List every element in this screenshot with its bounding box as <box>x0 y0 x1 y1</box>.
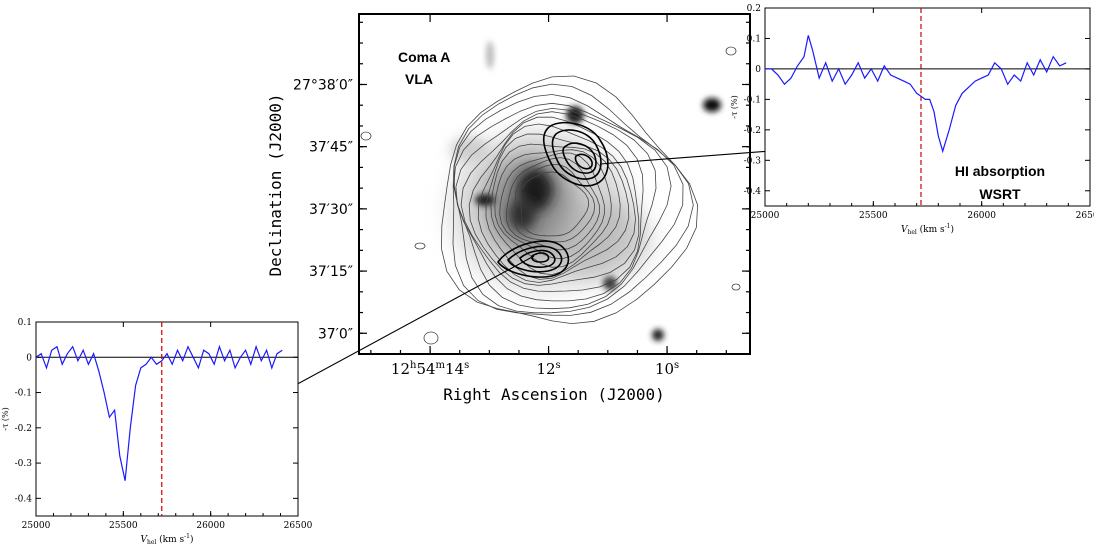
image-frame <box>358 13 751 355</box>
x-axis-label-sup: -1 <box>945 223 951 230</box>
y-tick-label: -0.3 <box>744 156 762 166</box>
wsrt-label: WSRT <box>979 186 1021 202</box>
spectrum-bottom-left: 25000 25500 26000 26500 0.1 0 -0.1 -0.2 -0.3 -0.4… <box>1 318 313 546</box>
x-axis-label: Vhel (km s-1) <box>901 223 954 236</box>
hi-absorption-label: HI absorption <box>955 163 1045 179</box>
y-tick-label: -0.2 <box>15 424 32 434</box>
radio-contour <box>505 157 600 251</box>
x-tick-label: 26000 <box>967 211 996 221</box>
radio-contour <box>490 143 621 276</box>
x-axis-label-v: V <box>140 535 148 545</box>
dec-tick-labels: 27°38′0″ 37′45″ 37′30″ 37′15″ 37′0″ <box>293 77 353 342</box>
hi-contours-thick <box>497 121 609 278</box>
radio-contour <box>452 83 694 316</box>
source-label: Coma A <box>398 49 450 65</box>
dec-tick-label: 37′45″ <box>309 140 353 156</box>
radio-image-panel: Coma A VLA 27°38′0″ 37′45″ 37′30″ 37′15″ 37′… <box>266 13 751 404</box>
x-tick-label: 26500 <box>284 521 313 531</box>
radio-contour <box>513 164 596 243</box>
y-tick-label: 0 <box>755 65 761 75</box>
radio-contour <box>441 75 699 325</box>
x-tick-label: 25500 <box>859 211 888 221</box>
ra-tick-part: 12 <box>391 360 410 378</box>
y-tick-label: 0.2 <box>747 4 761 14</box>
ra-tick-part: h <box>410 360 417 371</box>
dec-tick-label: 37′0″ <box>318 326 353 342</box>
ra-tick-part: 54 <box>416 360 435 378</box>
x-axis-label-sub: hel <box>907 229 916 236</box>
ra-tick-label: 12h54m14s <box>391 360 469 378</box>
ra-axis-label: Right Ascension (J2000) <box>443 385 665 404</box>
spectrum-line <box>35 344 283 481</box>
ra-tick-part: 14 <box>445 360 464 378</box>
radio-contour <box>494 149 612 268</box>
ra-tick-labels: 12h54m14s 12s 10s <box>391 360 679 378</box>
image-ticks <box>359 14 750 355</box>
x-tick-label: 26000 <box>196 521 225 531</box>
ra-tick-label: 10s <box>655 360 679 378</box>
radio-contour <box>499 152 605 260</box>
y-tick-label: -0.3 <box>15 459 33 469</box>
y-tick-label: -0.4 <box>744 187 762 197</box>
spectrum-frame <box>35 321 299 517</box>
ra-tick-part: 10 <box>655 360 674 378</box>
x-axis-label-end: ) <box>951 224 955 235</box>
x-tick-label: 26500 <box>1076 211 1094 221</box>
ra-tick-part: s <box>674 360 679 371</box>
spectrum-top-right: 25000 25500 26000 26500 0.2 0.1 0 -0.1 -0.2 -0.3 -… <box>730 4 1094 236</box>
instrument-label: VLA <box>405 71 433 87</box>
y-tick-label: 0.1 <box>18 318 32 328</box>
x-axis-label-unit: (km s <box>917 224 945 235</box>
y-tick-label: -0.2 <box>744 126 761 136</box>
y-axis-label: -τ (%) <box>730 95 739 119</box>
dec-tick-label: 37′15″ <box>309 264 353 280</box>
dec-axis-label: Declination (J2000) <box>266 93 285 276</box>
x-axis-label-end: ) <box>190 534 194 545</box>
radio-contour <box>468 116 640 286</box>
x-axis-label-v: V <box>901 225 909 235</box>
y-tick-label: 0.1 <box>747 34 761 44</box>
x-tick-label: 25000 <box>751 211 780 221</box>
y-axis-label: -τ (%) <box>1 407 10 431</box>
dec-tick-label: 37′30″ <box>309 202 353 218</box>
y-tick-label: 0 <box>26 353 32 363</box>
ra-tick-part: s <box>464 360 469 371</box>
x-tick-label: 25000 <box>22 521 51 531</box>
radio-contour <box>519 171 590 237</box>
spectrum-frame <box>764 7 1091 207</box>
radio-contour <box>455 107 657 302</box>
x-axis-label-sup: -1 <box>184 533 190 540</box>
y-tick-label: -0.1 <box>744 95 761 105</box>
x-axis-label-sub: hel <box>147 539 156 546</box>
ra-tick-part: 12 <box>536 360 555 378</box>
ra-tick-label: 12s <box>536 360 560 378</box>
x-tick-label: 25500 <box>109 521 138 531</box>
dec-tick-label: 27°38′0″ <box>293 77 353 93</box>
y-tick-label: -0.1 <box>15 389 32 399</box>
ra-tick-part: m <box>436 360 446 371</box>
x-axis-label: Vhel (km s-1) <box>140 533 193 546</box>
radio-contour <box>477 123 636 283</box>
spectrum-line <box>765 35 1067 154</box>
x-axis-label-unit: (km s <box>156 534 184 545</box>
radio-contours-thin <box>441 75 699 325</box>
y-tick-label: -0.4 <box>15 494 33 504</box>
radio-contour <box>460 111 644 292</box>
ra-tick-part: s <box>556 360 561 371</box>
noise-contours <box>360 46 741 345</box>
